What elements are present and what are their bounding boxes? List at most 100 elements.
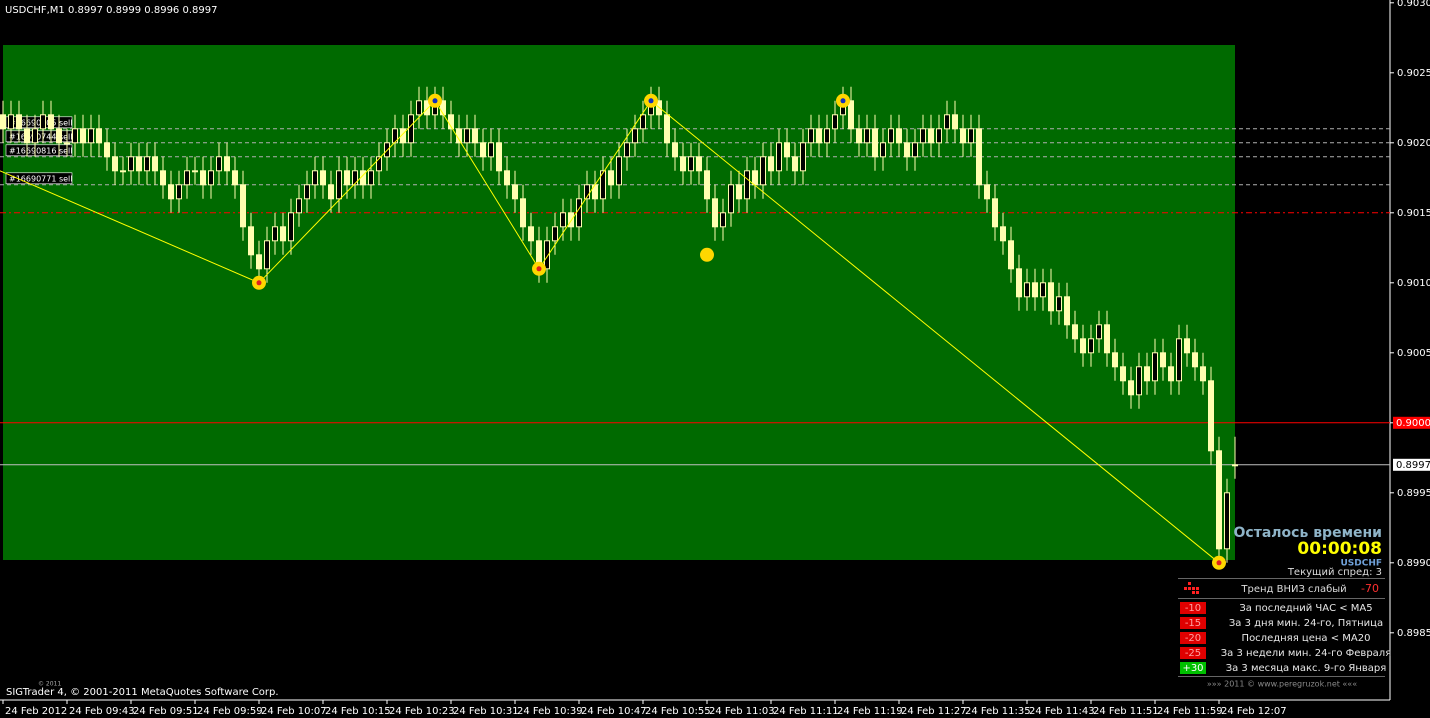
candle-body (784, 142, 790, 158)
candle-body (328, 184, 334, 200)
candle-body (992, 198, 998, 228)
x-tick-label: 24 Feb 11:35 (965, 706, 1031, 717)
row-text: За 3 дня мин. 24-го, Пятница (1229, 618, 1383, 629)
candle-body (616, 156, 622, 186)
candle-body (1088, 338, 1094, 354)
signal-point (700, 247, 714, 262)
candle-body (312, 170, 318, 186)
candle-body (544, 240, 550, 270)
y-tick-label: 0.9015 (1397, 208, 1430, 219)
candle-body (1000, 226, 1006, 242)
candle-body (176, 184, 182, 200)
candle-body (736, 184, 742, 200)
row-score-bg (1180, 617, 1206, 629)
row-score: -25 (1185, 648, 1201, 659)
candle-body (72, 128, 78, 144)
candle-body (416, 100, 422, 116)
price-tag: 0.8997 (1396, 460, 1430, 471)
candle-body (816, 128, 822, 144)
candle-body (1144, 366, 1150, 382)
candle-body (1168, 366, 1174, 382)
candle-body (760, 156, 766, 186)
candle-body (248, 226, 254, 256)
candle-body (1184, 338, 1190, 354)
row-score: -20 (1185, 633, 1201, 644)
row-text: Последняя цена < MA20 (1242, 633, 1371, 644)
candle-body (608, 170, 614, 186)
row-text: За последний ЧАС < MA5 (1239, 603, 1372, 614)
candle-body (1080, 338, 1086, 354)
candle-body (1072, 324, 1078, 340)
candle-body (408, 114, 414, 144)
candle-body (552, 226, 558, 242)
candle-body (1232, 464, 1238, 467)
candle-body (528, 226, 534, 242)
candle-body (704, 170, 710, 200)
row-score: -15 (1185, 618, 1201, 629)
swing-point-core (1216, 560, 1222, 566)
candle-body (1112, 352, 1118, 368)
x-tick-label: 24 Feb 10:15 (325, 706, 391, 717)
candle-body (664, 114, 670, 144)
candle-body (232, 170, 238, 186)
candle-body (1120, 366, 1126, 382)
candle-body (192, 170, 198, 173)
candle-body (720, 212, 726, 228)
candle-body (144, 156, 150, 172)
candle-body (1104, 324, 1110, 354)
x-tick-label: 24 Feb 09:51 (133, 706, 199, 717)
timer: 00:00:08 (1297, 539, 1382, 559)
row-text: За 3 месяца макс. 9-го Января (1226, 663, 1387, 674)
candle-body (1128, 380, 1134, 396)
candle-body (272, 226, 278, 242)
y-tick-label: 0.8990 (1397, 558, 1430, 569)
x-tick-label: 24 Feb 11:59 (1157, 706, 1223, 717)
candle-body (264, 240, 270, 270)
candle-body (1048, 282, 1054, 312)
candle-body (168, 184, 174, 200)
row-score: -10 (1185, 603, 1201, 614)
candle-body (896, 128, 902, 144)
candle-body (800, 142, 806, 172)
candle-body (696, 156, 702, 172)
candle-body (792, 156, 798, 172)
candle-body (472, 128, 478, 144)
candle-body (112, 156, 118, 172)
candle-body (1208, 380, 1214, 452)
candle-body (152, 156, 158, 172)
candle-body (344, 170, 350, 186)
candle-body (424, 100, 430, 116)
candle-body (712, 198, 718, 228)
candle-body (1200, 366, 1206, 382)
copyright-small: © 2011 (38, 681, 61, 688)
candle-body (32, 128, 38, 144)
candle-body (136, 156, 142, 172)
candle-body (688, 156, 694, 172)
x-tick-label: 24 Feb 10:55 (645, 706, 711, 717)
price-tag: 0.9000 (1396, 418, 1430, 429)
candle-body (1224, 492, 1230, 550)
candle-body (40, 114, 46, 130)
x-tick-label: 24 Feb 11:03 (709, 706, 775, 717)
candle-body (920, 128, 926, 144)
candle-body (672, 142, 678, 158)
candle-body (680, 156, 686, 172)
candle-body (96, 128, 102, 144)
candle-body (336, 170, 342, 200)
candle-body (1096, 324, 1102, 340)
candle-body (1176, 338, 1182, 382)
x-tick-label: 24 Feb 12:07 (1221, 706, 1287, 717)
candle-body (512, 184, 518, 200)
x-tick-label: 24 Feb 11:27 (901, 706, 967, 717)
candle-body (80, 128, 86, 144)
row-score-bg (1180, 647, 1206, 659)
candle-body (160, 170, 166, 186)
candle-body (1032, 282, 1038, 298)
candle-body (904, 142, 910, 158)
candle-body (128, 156, 134, 172)
indicator-box (3, 45, 1235, 560)
candle-body (520, 198, 526, 228)
candle-body (296, 198, 302, 214)
